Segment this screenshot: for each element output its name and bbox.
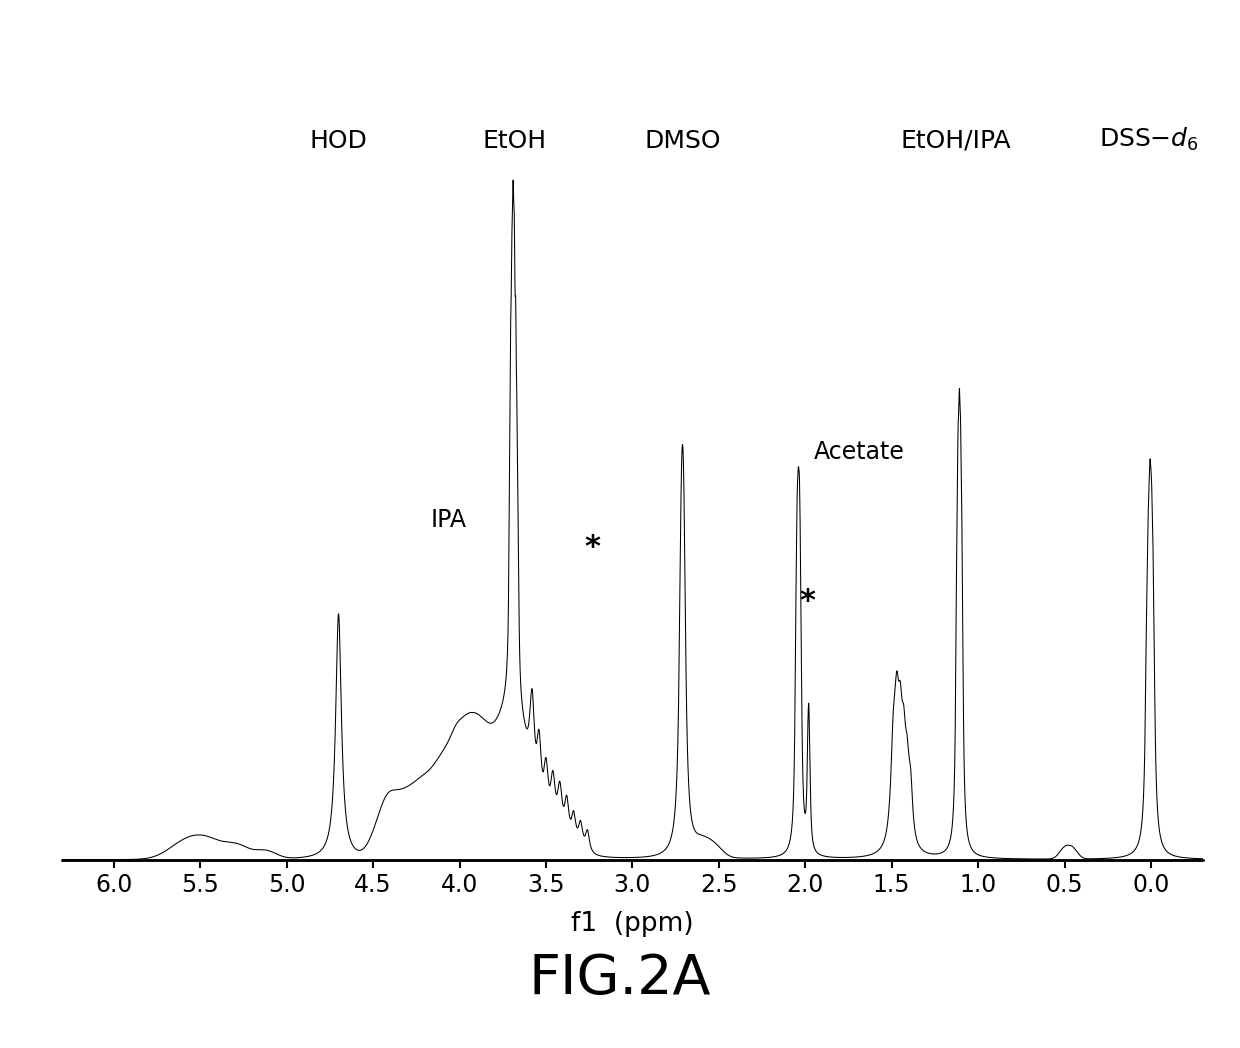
Text: *: * (584, 532, 600, 562)
Text: *: * (800, 587, 816, 616)
Text: FIG.2A: FIG.2A (528, 952, 712, 1006)
Text: HOD: HOD (310, 129, 367, 153)
Text: IPA: IPA (430, 508, 466, 532)
Text: DMSO: DMSO (645, 129, 720, 153)
Text: DSS$-d_6$: DSS$-d_6$ (1100, 126, 1199, 153)
Text: EtOH: EtOH (482, 129, 547, 153)
X-axis label: f1  (ppm): f1 (ppm) (572, 911, 693, 937)
Text: EtOH/IPA: EtOH/IPA (900, 129, 1011, 153)
Text: Acetate: Acetate (813, 440, 905, 464)
